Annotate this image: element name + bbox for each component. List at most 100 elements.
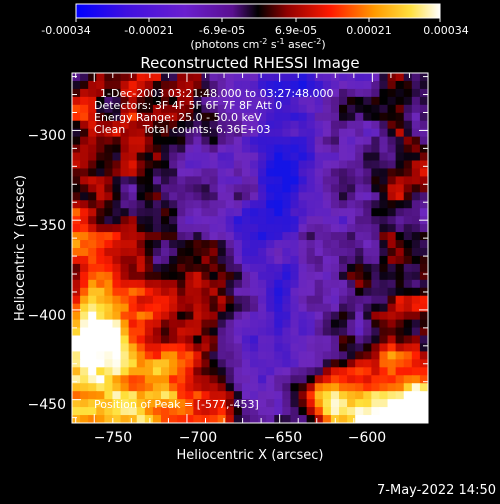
heatmap-cell <box>225 144 235 154</box>
heatmap-cell <box>193 184 203 193</box>
heatmap-cell <box>88 335 97 345</box>
heatmap-cell <box>339 391 348 400</box>
heatmap-cell <box>104 168 114 177</box>
heatmap-cell <box>347 216 356 225</box>
heatmap-cell <box>177 375 186 384</box>
heatmap-cell <box>355 407 364 416</box>
heatmap-cell <box>403 232 413 241</box>
heatmap-cell <box>274 351 283 360</box>
heatmap-cell <box>347 88 356 98</box>
heatmap-cell <box>322 96 332 106</box>
heatmap-cell <box>169 303 178 313</box>
heatmap-cell <box>411 311 421 321</box>
heatmap-cell <box>144 128 154 138</box>
heatmap-cell <box>355 73 364 82</box>
heatmap-cell <box>363 160 372 170</box>
heatmap-cell <box>177 279 186 289</box>
heatmap-cell <box>233 271 243 281</box>
heatmap-cell <box>290 104 300 114</box>
heatmap-cell <box>152 255 162 265</box>
heatmap-cell <box>379 232 389 241</box>
heatmap-cell <box>96 104 105 114</box>
heatmap-cell <box>217 407 227 416</box>
heatmap-cell <box>355 184 364 193</box>
heatmap-cell <box>371 120 381 130</box>
heatmap-cell <box>104 120 114 130</box>
heatmap-cell <box>144 335 154 345</box>
heatmap-cell <box>363 407 372 416</box>
heatmap-cell <box>209 192 219 201</box>
colorbar-tick-label-6: 0.00034 <box>423 24 469 37</box>
heatmap-cell <box>371 255 381 265</box>
heatmap-cell <box>120 279 130 289</box>
heatmap-cell <box>177 295 186 305</box>
heatmap-cell <box>290 327 300 337</box>
heatmap-cell <box>217 120 227 130</box>
heatmap-cell <box>306 367 316 376</box>
heatmap-cell <box>104 248 114 257</box>
heatmap-cell <box>387 367 397 376</box>
heatmap-cell <box>387 136 397 146</box>
heatmap-cell <box>88 208 97 217</box>
heatmap-cell <box>161 152 170 162</box>
heatmap-cell <box>403 176 413 185</box>
heatmap-cell <box>339 232 348 241</box>
heatmap-cell <box>128 112 138 122</box>
heatmap-cell <box>330 343 340 352</box>
heatmap-cell <box>88 136 97 146</box>
heatmap-cell <box>306 240 316 249</box>
heatmap-cell <box>225 120 235 130</box>
heatmap-cell <box>298 271 308 281</box>
heatmap-cell <box>379 359 389 368</box>
heatmap-cell <box>314 208 324 217</box>
heatmap-cell <box>379 160 389 170</box>
heatmap-cell <box>169 160 178 170</box>
heatmap-cell <box>144 176 154 185</box>
heatmap-cell <box>88 184 97 193</box>
heatmap-cell <box>161 112 170 122</box>
heatmap-cell <box>258 184 267 193</box>
heatmap-cell <box>201 279 211 289</box>
heatmap-cell <box>241 295 251 305</box>
heatmap-cell <box>282 287 292 297</box>
x-tick-label-1: −750 <box>94 430 132 446</box>
heatmap-cell <box>136 96 146 106</box>
heatmap-cell <box>395 271 405 281</box>
heatmap-cell <box>80 168 89 177</box>
heatmap-cell <box>217 271 227 281</box>
heatmap-cell <box>72 192 81 201</box>
heatmap-cell <box>120 415 130 423</box>
heatmap-cell <box>355 152 364 162</box>
heatmap-cell <box>72 415 81 423</box>
heatmap-cell <box>306 248 316 257</box>
heatmap-cell <box>387 73 397 82</box>
heatmap-cell <box>72 255 81 265</box>
heatmap-cell <box>209 224 219 233</box>
heatmap-cell <box>120 327 130 337</box>
heatmap-cell <box>306 144 316 154</box>
heatmap-cell <box>201 319 211 329</box>
heatmap-cell <box>379 248 389 257</box>
heatmap-cell <box>201 120 211 130</box>
heatmap-cell <box>274 216 283 225</box>
heatmap-cell <box>403 263 413 273</box>
heatmap-cell <box>80 343 89 352</box>
heatmap-cell <box>339 200 348 209</box>
heatmap-cell <box>403 415 413 423</box>
heatmap-cell <box>419 232 428 241</box>
heatmap-cell <box>322 375 332 384</box>
heatmap-cell <box>241 335 251 345</box>
heatmap-cell <box>411 208 421 217</box>
colorbar-tick-label-1: -0.00034 <box>41 24 90 37</box>
heatmap-cell <box>306 327 316 337</box>
heatmap-cell <box>104 112 114 122</box>
heatmap-cell <box>177 200 186 209</box>
heatmap-cell <box>128 160 138 170</box>
heatmap-cell <box>274 144 283 154</box>
heatmap-cell <box>193 224 203 233</box>
heatmap-cell <box>80 271 89 281</box>
heatmap-cell <box>104 232 114 241</box>
heatmap-cell <box>217 240 227 249</box>
heatmap-cell <box>88 271 97 281</box>
heatmap-cell <box>282 88 292 98</box>
